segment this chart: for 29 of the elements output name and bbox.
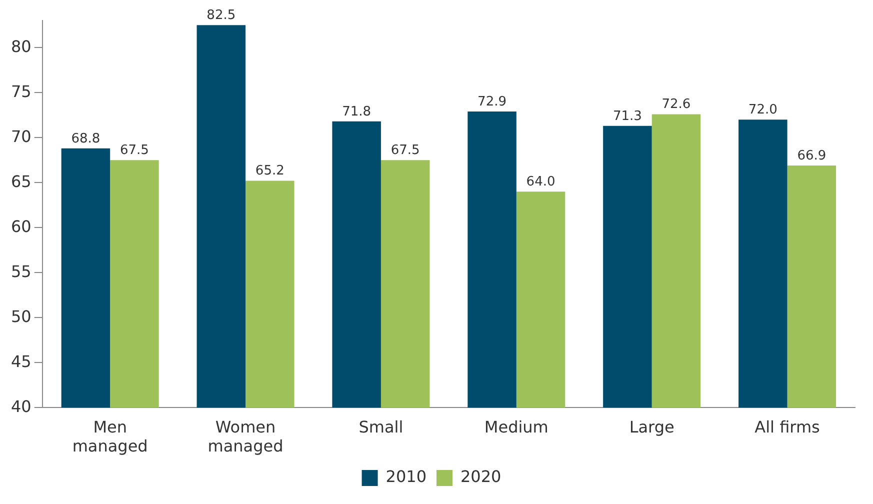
legend-label: 2020 [460, 467, 502, 486]
data-label: 71.8 [342, 104, 372, 120]
y-tick-label: 80 [11, 36, 32, 56]
x-tick-label: Large [629, 417, 674, 436]
x-tick-label: Women managed [208, 417, 284, 456]
data-label: 67.5 [120, 142, 149, 158]
data-label: 72.6 [662, 97, 691, 112]
y-tick-label: 60 [11, 216, 32, 236]
legend-label: 2010 [386, 467, 426, 486]
data-label: 64.0 [526, 174, 556, 190]
data-label: 67.5 [390, 142, 420, 158]
data-label: 65.2 [255, 164, 284, 179]
y-tick-label: 40 [11, 396, 32, 416]
y-tick-label: 50 [11, 306, 32, 326]
y-tick-label: 75 [11, 82, 32, 101]
x-tick-label: Men managed [72, 417, 148, 456]
data-label: 71.3 [612, 108, 642, 124]
y-tick-label: 55 [11, 262, 32, 281]
x-tick-label: All firms [754, 417, 820, 436]
y-tick-label: 45 [11, 352, 32, 371]
x-tick-label: Medium [484, 417, 548, 436]
data-label: 72.9 [478, 94, 506, 110]
x-tick-label: Small [358, 417, 404, 436]
y-tick-label: 70 [11, 126, 32, 146]
data-label: 68.8 [71, 131, 100, 146]
y-tick-label: 65 [11, 172, 32, 191]
data-label: 72.0 [748, 102, 778, 118]
data-label: 82.5 [206, 8, 236, 23]
data-label: 66.9 [797, 148, 826, 164]
